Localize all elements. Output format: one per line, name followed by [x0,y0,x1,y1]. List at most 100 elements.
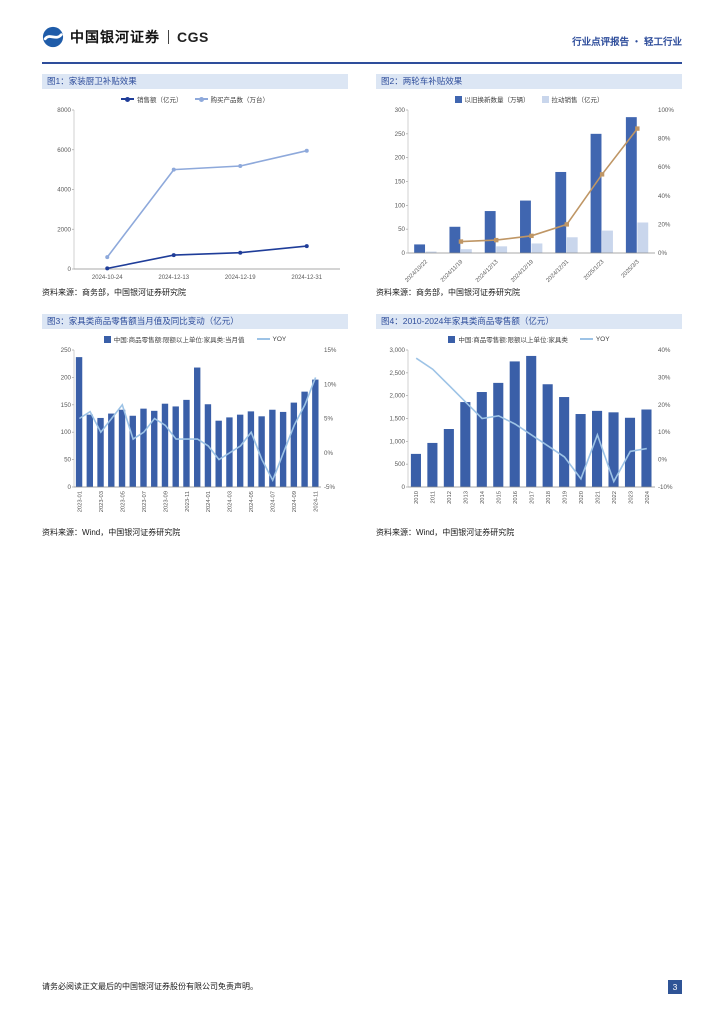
svg-text:250: 250 [61,347,72,354]
svg-text:10%: 10% [658,429,671,436]
svg-text:2019: 2019 [562,491,568,504]
svg-text:2023-01: 2023-01 [77,491,83,512]
svg-text:6000: 6000 [57,147,71,154]
svg-text:2024-09: 2024-09 [292,491,298,512]
figure-3-title: 图3：家具类商品零售额当月值及同比变动（亿元） [42,314,348,329]
svg-text:2022: 2022 [612,491,618,504]
brand-divider [168,30,169,44]
svg-text:2014: 2014 [480,490,486,504]
figure-1-chart: 0 2000 4000 6000 8000 2024-10-24 2024-12-13 202… [42,105,348,283]
legend-item: 中国:商品零售额:限额以上单位:家具类:当月值 [103,334,245,344]
svg-text:2013: 2013 [464,491,470,504]
svg-text:60%: 60% [658,164,671,171]
legend-item: 销售额（亿元） [121,94,183,104]
figure-4-chart: 0 500 1,000 1,500 2,000 2,500 3,000 -10% 0% 10% 20… [376,345,682,523]
svg-text:80%: 80% [658,136,671,143]
figure-4-legend: 中国:商品零售额:限额以上单位:家具类 YOY [376,333,682,345]
figure-4-source: 资料来源：Wind，中国银河证券研究院 [376,528,515,537]
header-rule [42,62,682,64]
svg-text:500: 500 [395,461,406,468]
svg-text:100: 100 [395,202,406,209]
svg-text:10%: 10% [324,381,337,388]
figure-2-source: 资料来源：商务部，中国银河证券研究院 [376,288,520,297]
svg-text:0: 0 [68,484,72,491]
legend-item: 以旧换新数量（万辆） [454,94,530,104]
svg-text:2023-09: 2023-09 [163,491,169,512]
svg-text:2023-07: 2023-07 [142,491,148,512]
figures-grid: 图1：家装厨卫补贴效果 销售额（亿元） 购买产品数（万台） 0 2000 4000 60… [42,74,682,538]
figure-3-chart: 0 50 100 150 200 250 -5% 0% 5% 10% 15% 2023-01 2023-… [42,345,348,523]
svg-text:20%: 20% [658,221,671,228]
svg-text:2020: 2020 [579,491,585,504]
svg-text:300: 300 [395,107,406,114]
brand: 中国银河证券 CGS [42,26,209,48]
figure-4: 图4：2010-2024年家具类商品零售额（亿元） 中国:商品零售额:限额以上单… [376,314,682,538]
figure-2-box: 以旧换新数量（万辆） 拉动销售（亿元） 0 50 100 150 200 250 300 0% 2… [376,89,682,284]
legend-item: 中国:商品零售额:限额以上单位:家具类 [448,334,568,344]
svg-text:2024-11: 2024-11 [314,491,320,512]
figure-1-box: 销售额（亿元） 购买产品数（万台） 0 2000 4000 6000 8000 2024-1… [42,89,348,283]
svg-text:2024-03: 2024-03 [228,491,234,512]
figure-1-title: 图1：家装厨卫补贴效果 [42,74,348,89]
page-number-badge: 3 [668,980,682,994]
svg-text:50: 50 [64,457,71,464]
svg-text:2011: 2011 [431,491,437,503]
report-meta: 行业点评报告 • 轻工行业 [572,34,682,49]
svg-text:2017: 2017 [530,491,536,504]
svg-text:2024: 2024 [645,490,651,504]
figure-3-source: 资料来源：Wind，中国银河证券研究院 [42,528,181,537]
svg-text:4000: 4000 [57,187,71,194]
svg-text:1,000: 1,000 [390,438,406,445]
footer-disclaimer: 请务必阅读正文最后的中国银河证券股份有限公司免责声明。 [42,982,258,991]
figure-1-source: 资料来源：商务部，中国银河证券研究院 [42,288,186,297]
svg-text:15%: 15% [324,347,337,354]
svg-text:3,000: 3,000 [390,347,406,354]
svg-text:-5%: -5% [324,484,336,491]
figure-2-title: 图2：两轮车补贴效果 [376,74,682,89]
svg-text:5%: 5% [324,416,333,423]
figure-4-title: 图4：2010-2024年家具类商品零售额（亿元） [376,314,682,329]
figure-2-legend: 以旧换新数量（万辆） 拉动销售（亿元） [376,93,682,105]
svg-text:40%: 40% [658,347,671,354]
svg-text:2000: 2000 [57,226,71,233]
svg-text:2023: 2023 [628,491,634,504]
legend-item: YOY [256,336,286,343]
svg-text:0: 0 [68,266,72,273]
svg-text:2024-12-31: 2024-12-31 [291,275,322,281]
svg-text:0: 0 [402,250,406,257]
svg-text:2024-05: 2024-05 [249,491,255,512]
legend-item: YOY [579,336,610,343]
svg-text:2010: 2010 [414,491,420,504]
svg-text:2024-01: 2024-01 [206,491,212,512]
brand-abbr: CGS [177,29,209,45]
svg-text:0%: 0% [324,450,333,457]
svg-text:200: 200 [61,374,72,381]
figure-3-legend: 中国:商品零售额:限额以上单位:家具类:当月值 YOY [42,333,348,345]
svg-text:100: 100 [61,429,72,436]
figure-3-box: 中国:商品零售额:限额以上单位:家具类:当月值 YOY 0 50 100 150 200 2… [42,329,348,523]
figure-3: 图3：家具类商品零售额当月值及同比变动（亿元） 中国:商品零售额:限额以上单位:… [42,314,348,538]
page-header: 中国银河证券 CGS 行业点评报告 • 轻工行业 [42,26,682,48]
legend-item: 购买产品数（万台） [194,94,269,104]
svg-text:0: 0 [402,484,406,491]
figure-2: 图2：两轮车补贴效果 以旧换新数量（万辆） 拉动销售（亿元） 0 50 100 150 2… [376,74,682,298]
svg-text:8000: 8000 [57,107,71,114]
separator-dot: • [635,36,638,46]
industry-name: 轻工行业 [643,37,682,48]
svg-text:2023-05: 2023-05 [120,491,126,512]
svg-text:250: 250 [395,131,406,138]
figure-2-chart: 0 50 100 150 200 250 300 0% 20% 40% 60% 80% 100% 2024… [376,105,682,284]
svg-text:2024-12-19: 2024-12-19 [225,275,256,281]
svg-text:40%: 40% [658,193,671,200]
svg-text:2023-03: 2023-03 [99,491,105,512]
svg-text:30%: 30% [658,374,671,381]
svg-text:2016: 2016 [513,491,519,504]
figure-1: 图1：家装厨卫补贴效果 销售额（亿元） 购买产品数（万台） 0 2000 4000 60… [42,74,348,298]
svg-text:-10%: -10% [658,484,673,491]
svg-text:2021: 2021 [595,491,601,504]
svg-text:50: 50 [398,226,405,233]
svg-text:2,500: 2,500 [390,370,406,377]
galaxy-logo-icon [42,26,64,48]
svg-text:100%: 100% [658,107,674,114]
